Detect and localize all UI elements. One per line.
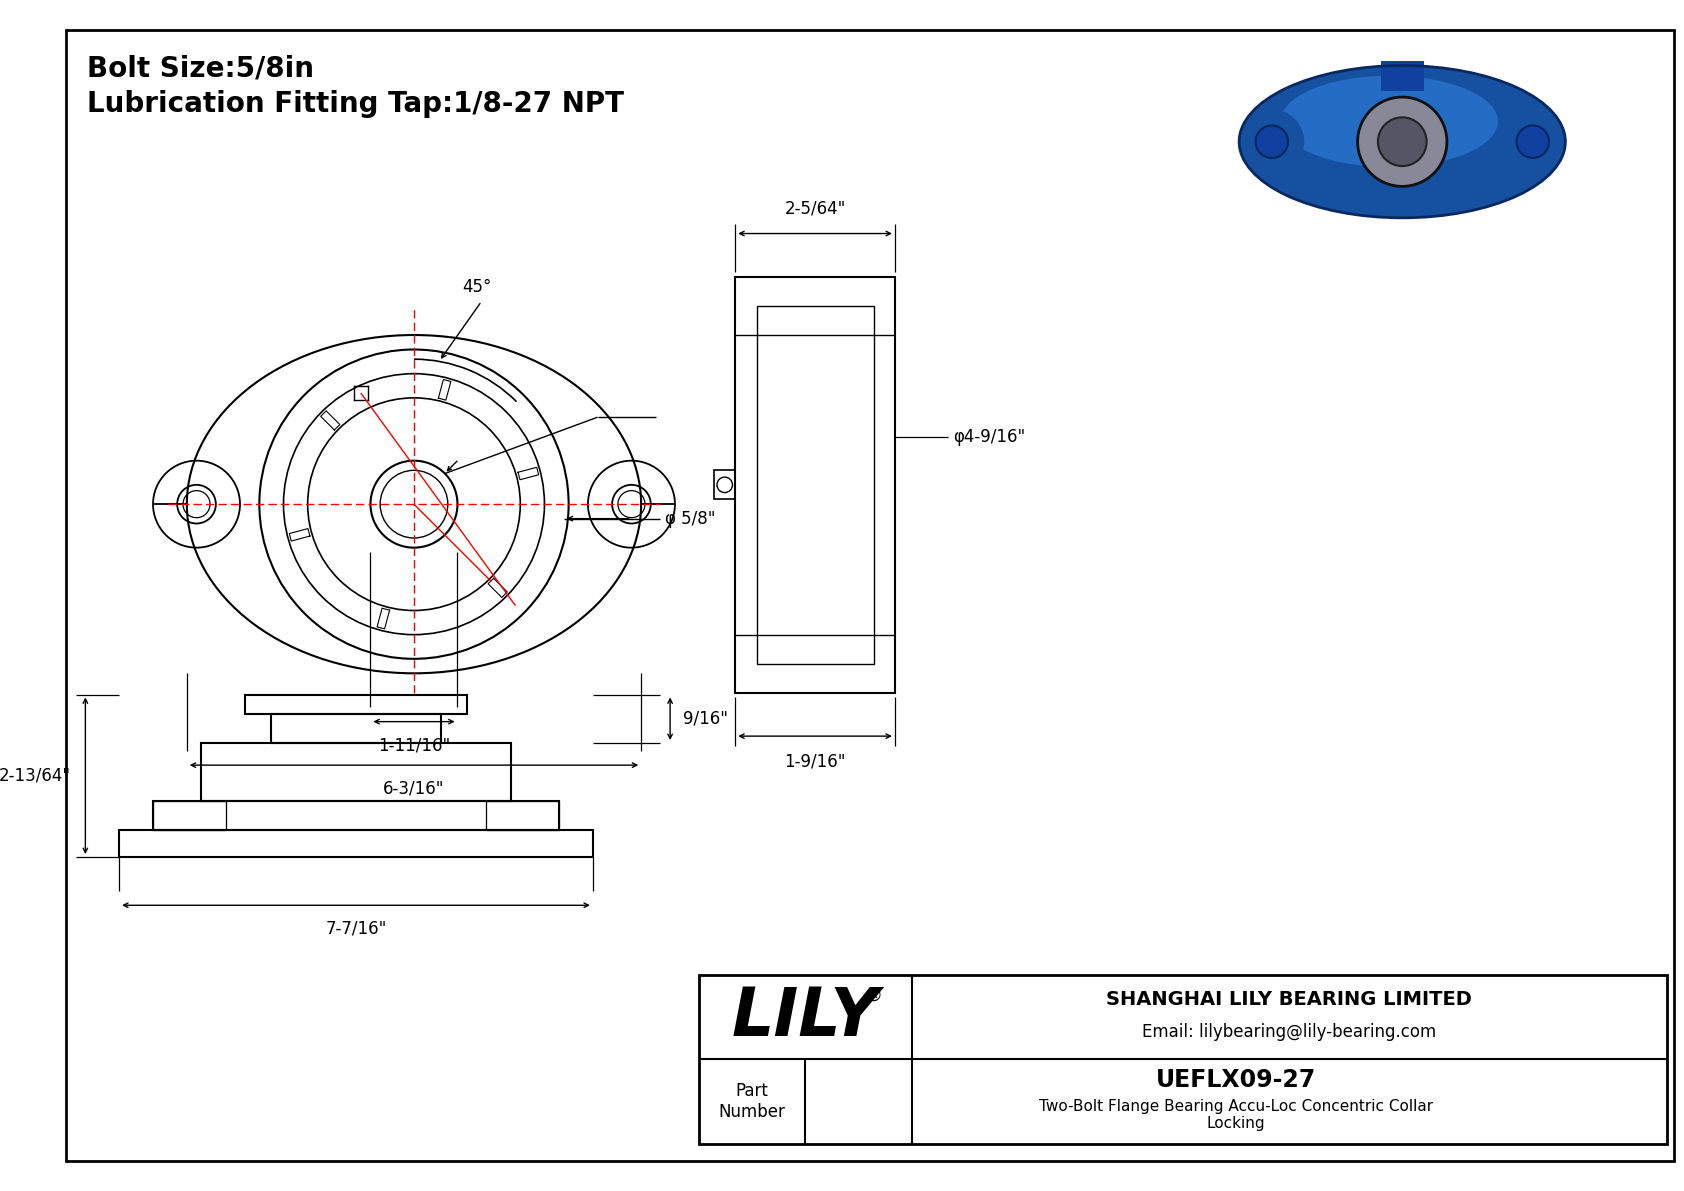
Text: UEFLX09-27: UEFLX09-27 (1155, 1068, 1317, 1092)
Text: 1-11/16": 1-11/16" (377, 736, 450, 754)
Text: 7-7/16": 7-7/16" (325, 919, 387, 937)
Text: Two-Bolt Flange Bearing Accu-Loc Concentric Collar: Two-Bolt Flange Bearing Accu-Loc Concent… (1039, 1099, 1433, 1114)
Text: Bolt Size:5/8in: Bolt Size:5/8in (88, 55, 315, 82)
Bar (120, 830, 593, 858)
Text: φ4-9/16": φ4-9/16" (953, 428, 1026, 445)
Bar (202, 743, 510, 800)
Bar (736, 278, 894, 693)
Bar (271, 713, 441, 743)
Bar (153, 800, 559, 830)
Text: 2-13/64": 2-13/64" (0, 767, 71, 785)
Text: SHANGHAI LILY BEARING LIMITED: SHANGHAI LILY BEARING LIMITED (1106, 990, 1472, 1009)
Bar (153, 800, 226, 830)
Text: 45°: 45° (461, 279, 492, 297)
Circle shape (1500, 110, 1564, 174)
Bar (1381, 61, 1425, 91)
Bar (244, 694, 466, 713)
Ellipse shape (1239, 66, 1566, 218)
Bar (756, 306, 874, 663)
Circle shape (1256, 125, 1288, 158)
Text: Lubrication Fitting Tap:1/8-27 NPT: Lubrication Fitting Tap:1/8-27 NPT (88, 91, 625, 118)
Bar (487, 800, 559, 830)
Circle shape (1357, 96, 1447, 186)
Text: 6-3/16": 6-3/16" (384, 780, 445, 798)
Text: 1-9/16": 1-9/16" (785, 753, 845, 771)
Text: 9/16": 9/16" (682, 710, 727, 728)
Text: 2-5/64": 2-5/64" (785, 199, 845, 217)
Ellipse shape (1280, 76, 1499, 167)
Text: Part
Number: Part Number (719, 1083, 786, 1121)
Bar (714, 470, 736, 499)
Text: Email: lilybearing@lily-bearing.com: Email: lilybearing@lily-bearing.com (1142, 1023, 1436, 1041)
Circle shape (1517, 125, 1549, 158)
Text: φ 5/8": φ 5/8" (665, 510, 716, 528)
Bar (699, 975, 1667, 1145)
Text: LILY: LILY (731, 984, 879, 1050)
Circle shape (1239, 110, 1303, 174)
Text: ®: ® (864, 987, 882, 1005)
Circle shape (1378, 118, 1426, 166)
Text: Locking: Locking (1207, 1116, 1265, 1131)
